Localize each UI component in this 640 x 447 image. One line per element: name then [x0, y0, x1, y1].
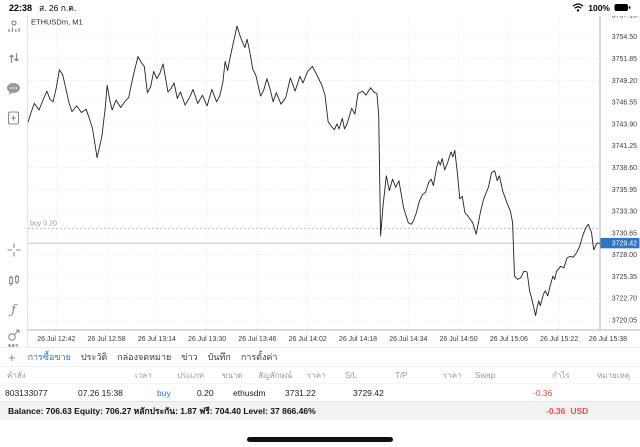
home-indicator[interactable] [247, 437, 393, 442]
buy-position-label: buy 0.20 [30, 220, 57, 227]
cell-profit: -0.36 [533, 388, 553, 398]
svg-text:26 Jul 14:02: 26 Jul 14:02 [289, 336, 327, 343]
indicator-f-icon[interactable]: ƒ [11, 303, 16, 318]
svg-text:3741.25: 3741.25 [612, 143, 637, 150]
svg-text:3730.65: 3730.65 [612, 230, 637, 237]
account-summary-text: Balance: 706.63 Equity: 706.27 หลักประกั… [8, 406, 316, 416]
cell-order: 803133077 [5, 388, 48, 398]
add-symbol-button[interactable]: + [8, 349, 16, 365]
svg-text:3738.60: 3738.60 [612, 165, 637, 172]
svg-text:26 Jul 15:38: 26 Jul 15:38 [589, 336, 627, 343]
svg-text:26 Jul 14:18: 26 Jul 14:18 [339, 336, 377, 343]
svg-text:26 Jul 14:50: 26 Jul 14:50 [440, 336, 478, 343]
new-order-icon[interactable] [0, 111, 27, 125]
tab-trade[interactable]: การซื้อขาย [27, 352, 71, 362]
trader-icon[interactable] [0, 20, 27, 34]
col-header-symbol: สัญลักษณ์ [258, 371, 293, 380]
cell-volume: 0.20 [197, 388, 214, 398]
col-header-time: เวลา [135, 371, 152, 380]
chart-symbol-label: ETHUSDm, M1 [31, 18, 83, 27]
svg-text:3757.15: 3757.15 [612, 16, 637, 19]
current-price-tag: 3729.42 [612, 241, 637, 248]
tabbar-tabs: การซื้อขาย ประวัติ กล่องจดหมาย ข่าว บันทึก กา… [28, 350, 278, 364]
cell-type: buy [157, 388, 171, 398]
col-header-order: คำสั่ง [7, 371, 26, 380]
status-date: ส. 26 ก.ค. [39, 3, 77, 13]
col-header-swap: Swap [475, 371, 496, 380]
account-floating-profit: -0.36 USD [546, 402, 588, 421]
cell-price: 3729.42 [353, 388, 384, 398]
battery-icon [614, 3, 631, 14]
tab-history[interactable]: ประวัติ [80, 352, 108, 362]
floating-profit-value: -0.36 [546, 406, 566, 416]
position-row[interactable]: 803133077 07.26 15:38 buy 0.20 ethusdm 3731.2… [0, 383, 640, 402]
status-time: 22:38 [9, 3, 33, 13]
svg-text:3733.30: 3733.30 [612, 209, 637, 216]
status-bar: 22:38 ส. 26 ก.ค. 100% [0, 0, 640, 16]
bottom-tabbar: + การซื้อขาย ประวัติ กล่องจดหมาย ข่าว บันทึก… [0, 347, 640, 366]
svg-text:3725.35: 3725.35 [612, 274, 637, 281]
svg-text:3728.00: 3728.00 [612, 252, 637, 259]
col-header-volume: ขนาด [222, 371, 243, 380]
price-line-series [27, 25, 601, 317]
svg-text:3720.05: 3720.05 [612, 318, 637, 325]
svg-text:3743.90: 3743.90 [612, 121, 637, 128]
svg-text:3749.20: 3749.20 [612, 78, 637, 85]
svg-text:26 Jul 12:58: 26 Jul 12:58 [88, 336, 126, 343]
col-header-price: ราคา [443, 371, 462, 380]
floating-profit-currency: USD [570, 406, 589, 416]
battery-percent: 100% [588, 3, 610, 13]
price-chart[interactable]: 3757.15 3754.50 3751.85 3749.20 3746.55 3743.… [0, 16, 640, 347]
tab-journal[interactable]: บันทึก [207, 352, 231, 362]
col-header-profit: กำไร [552, 371, 570, 380]
crosshair-icon[interactable] [0, 243, 27, 257]
svg-text:3754.50: 3754.50 [612, 34, 637, 41]
chart-toolbar: ƒ M1 [0, 16, 28, 352]
svg-text:26 Jul 15:22: 26 Jul 15:22 [540, 336, 578, 343]
candles-icon[interactable] [0, 274, 27, 288]
svg-text:26 Jul 15:06: 26 Jul 15:06 [490, 336, 528, 343]
trade-arrows-icon[interactable] [0, 51, 27, 65]
cell-time: 07.26 15:38 [78, 388, 123, 398]
col-header-tp: T/P [395, 371, 408, 380]
tab-mailbox[interactable]: กล่องจดหมาย [117, 352, 172, 362]
wifi-icon [572, 2, 584, 14]
tab-settings[interactable]: การตั้งค่า [240, 352, 278, 362]
svg-text:26 Jul 12:42: 26 Jul 12:42 [37, 336, 75, 343]
col-header-sl: S/L [345, 371, 358, 380]
svg-text:3751.85: 3751.85 [612, 56, 637, 63]
account-summary-bar: Balance: 706.63 Equity: 706.27 หลักประกั… [0, 401, 640, 420]
objects-icon[interactable] [0, 328, 27, 342]
svg-text:3746.55: 3746.55 [612, 100, 637, 107]
svg-text:3722.70: 3722.70 [612, 296, 637, 303]
cell-symbol: ethusdm [233, 388, 266, 398]
svg-text:26 Jul 13:30: 26 Jul 13:30 [188, 336, 226, 343]
svg-text:3735.95: 3735.95 [612, 187, 637, 194]
cell-open-price: 3731.22 [285, 388, 316, 398]
svg-text:26 Jul 13:14: 26 Jul 13:14 [138, 336, 176, 343]
positions-table-header: คำสั่ง เวลา ประเภท ขนาด สัญลักษณ์ ราคา S/L T/P ร… [0, 366, 640, 384]
chat-icon[interactable] [0, 82, 27, 96]
col-header-open-price: ราคา [307, 371, 326, 380]
tab-news[interactable]: ข่าว [181, 352, 198, 362]
svg-text:26 Jul 13:46: 26 Jul 13:46 [238, 336, 276, 343]
col-header-type: ประเภท [177, 371, 204, 380]
col-header-comment: หมายเหตุ [597, 371, 630, 380]
svg-text:26 Jul 14:34: 26 Jul 14:34 [389, 336, 427, 343]
